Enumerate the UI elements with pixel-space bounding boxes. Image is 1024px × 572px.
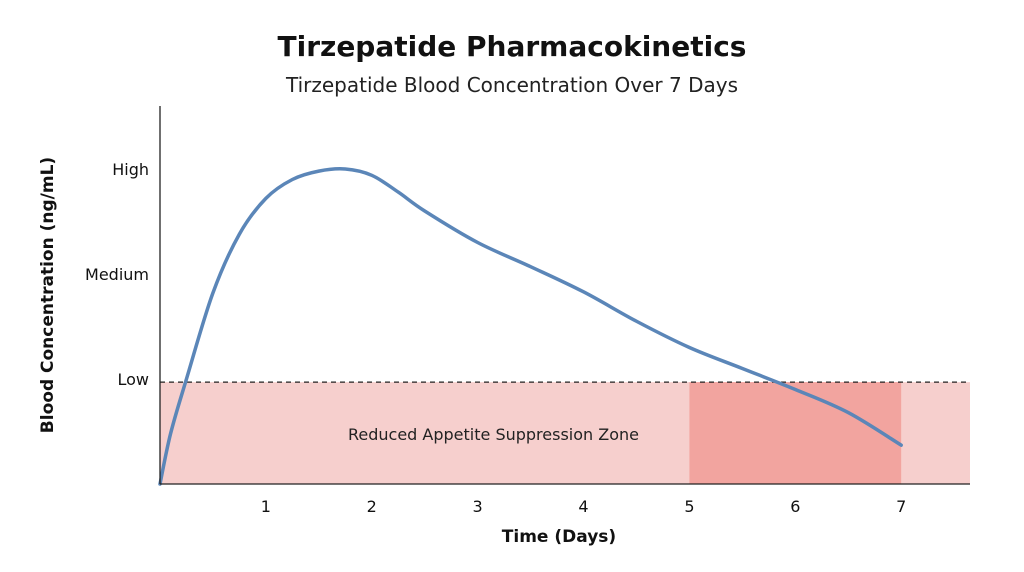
x-ticks: 1 2 3 4 5 6 7	[261, 497, 906, 516]
x-axis-label: Time (Days)	[502, 527, 616, 547]
x-tick-label-3: 3	[473, 497, 483, 516]
zones-layer	[160, 382, 970, 484]
x-tick-label-2: 2	[367, 497, 377, 516]
concentration-line	[158, 167, 903, 486]
y-tick-label-low: Low	[117, 370, 149, 389]
y-ticks: Low Medium High	[85, 160, 149, 389]
y-tick-label-high: High	[112, 160, 149, 179]
x-tick-label-5: 5	[684, 497, 694, 516]
x-tick-label-4: 4	[578, 497, 588, 516]
zone-label: Reduced Appetite Suppression Zone	[348, 425, 639, 444]
x-tick-label-7: 7	[896, 497, 906, 516]
chart-subtitle: Tirzepatide Blood Concentration Over 7 D…	[286, 73, 738, 97]
y-tick-label-medium: Medium	[85, 265, 149, 284]
chart-title: Tirzepatide Pharmacokinetics	[277, 30, 747, 63]
x-tick-label-1: 1	[261, 497, 271, 516]
appetite-suppression-zone-highlight	[689, 382, 902, 484]
x-tick-label-6: 6	[790, 497, 800, 516]
y-axis-label: Blood Concentration (ng/mL)	[38, 157, 58, 433]
